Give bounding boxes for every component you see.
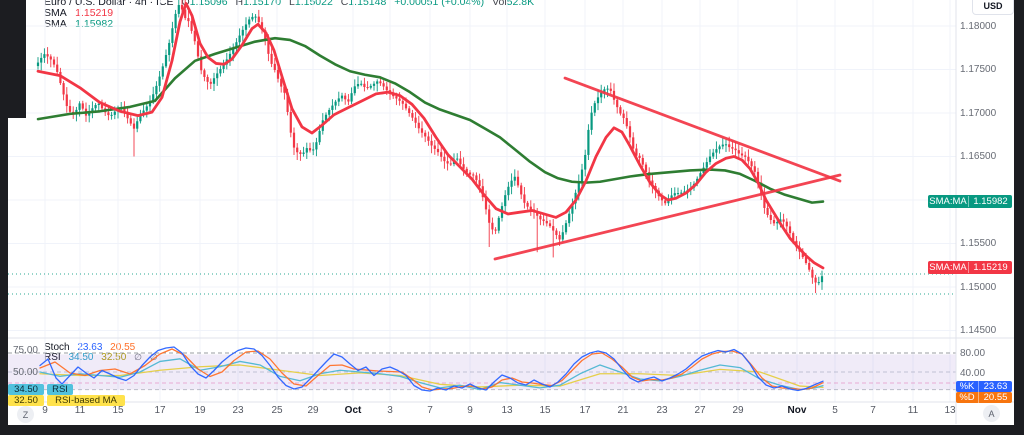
stoch-k-badge-value: 23.63: [983, 381, 1008, 392]
time-tick-label: 13: [944, 405, 956, 416]
sma-fast-price-label-tag: SMA:MA: [928, 262, 969, 274]
price-tick-label: 1.15000: [960, 281, 997, 293]
rsi-axis-badge: 34.50: [8, 384, 44, 395]
rsi-ma-axis-badge-value: 32.50: [14, 394, 38, 406]
rsi-tag-badge: RSI: [47, 384, 73, 395]
time-tick-label: 9: [42, 405, 48, 416]
time-tick-label: 21: [617, 405, 629, 416]
time-tick-label: 13: [501, 405, 513, 416]
stoch-d-badge-label: %D: [956, 392, 979, 403]
time-tick-label: 15: [112, 405, 124, 416]
sma-fast-legend-row[interactable]: SMA 1.15219: [44, 8, 534, 19]
currency-badge[interactable]: USD: [972, 0, 1014, 15]
price-tick-label: 1.14500: [960, 325, 997, 336]
oscillator-right-tick-label: 80.00: [960, 347, 986, 359]
window-frame-right: [1014, 0, 1024, 435]
time-tick-label: 29: [732, 405, 744, 416]
volume-value: 52.8K: [506, 0, 535, 8]
time-tick-label: 9: [467, 405, 473, 416]
stoch-title[interactable]: Stoch: [44, 342, 70, 353]
time-tick-label: 27: [694, 405, 706, 416]
sma-slow-value: 1.15982: [75, 18, 114, 30]
sma-fast-label: SMA: [44, 7, 67, 19]
window-frame-left-top: [0, 0, 26, 118]
stoch-d-axis-badge: %D 20.55: [956, 392, 1012, 403]
hide-indicator-icon[interactable]: ∅: [149, 352, 158, 362]
sma-fast-price-label: SMA:MA 1.15219: [928, 261, 1012, 275]
time-tick-label: 11: [74, 405, 86, 416]
sma-slow-legend-row[interactable]: SMA 1.15982: [44, 19, 534, 30]
rsi-tag-badge-label: RSI: [52, 384, 68, 395]
symbol-title[interactable]: Euro / U.S. Dollar · 4h · ICE: [44, 0, 174, 8]
stoch-k-value: 23.63: [77, 342, 103, 353]
stoch-legend-row: Stoch 23.63 20.55: [44, 342, 135, 353]
oscillator-left-tick-label: 75.00: [12, 344, 38, 356]
low-value: 1.15022: [294, 0, 333, 8]
sma-slow-price-label-tag: SMA:MA: [928, 196, 969, 208]
stoch-d-badge-value: 20.55: [983, 392, 1008, 403]
time-tick-label: 15: [539, 405, 551, 416]
timezone-button-label: Z: [22, 409, 29, 420]
time-tick-label: 7: [870, 405, 876, 416]
auto-scale-button-label: A: [988, 408, 995, 419]
rsi-legend-row: RSI 34.50 32.50 ∅ ∅: [44, 352, 158, 363]
sma-fast-value: 1.15219: [75, 7, 114, 19]
open-value: 1.15096: [189, 0, 228, 8]
currency-label: USD: [983, 0, 1003, 11]
price-tick-label: 1.18000: [960, 20, 997, 32]
hide-indicator-icon[interactable]: ∅: [134, 352, 142, 362]
auto-scale-button[interactable]: A: [983, 405, 1000, 422]
low-label: L: [289, 0, 295, 8]
oscillator-left-tick-label: 50.00: [12, 366, 38, 378]
sma-slow-price-label-value: 1.15982: [973, 196, 1008, 208]
time-tick-label: 25: [271, 405, 283, 416]
time-tick-label: 17: [154, 405, 166, 416]
time-tick-label: 29: [307, 405, 319, 416]
stoch-d-value: 20.55: [110, 342, 136, 353]
window-frame-left: [0, 0, 8, 435]
rsi-title[interactable]: RSI: [44, 352, 61, 363]
oscillator-right-tick-label: 40.00: [960, 367, 986, 379]
rsi-ma-tag-badge-label: RSI-based MA: [55, 394, 117, 406]
time-tick-label: 23: [656, 405, 668, 416]
price-tick-label: 1.16500: [960, 151, 997, 162]
close-label: C: [340, 0, 349, 8]
time-tick-label: Oct: [344, 405, 362, 416]
chart-legend: Euro / U.S. Dollar · 4h · ICE O1.15096 H…: [44, 0, 534, 30]
rsi-value: 34.50: [68, 352, 94, 363]
sma-fast-price-label-value: 1.15219: [973, 262, 1008, 274]
time-tick-label: Nov: [787, 405, 807, 416]
price-tick-label: 1.15500: [960, 238, 997, 249]
rsi-ma-value: 32.50: [101, 352, 127, 363]
time-tick-label: 11: [907, 405, 919, 416]
rsi-axis-badge-value: 34.50: [14, 384, 38, 395]
window-frame-bottom: [0, 425, 1024, 435]
high-value: 1.15170: [243, 0, 282, 8]
stoch-k-axis-badge: %K 23.63: [956, 381, 1012, 392]
time-tick-label: 3: [387, 405, 393, 416]
time-tick-label: 23: [232, 405, 244, 416]
change-value: +0.00051 (+0.04%): [394, 0, 485, 8]
price-tick-label: 1.17000: [960, 107, 997, 119]
rsi-ma-axis-badge: 32.50: [8, 394, 44, 406]
rsi-ma-tag-badge: RSI-based MA: [47, 394, 125, 406]
time-tick-label: 5: [832, 405, 838, 416]
time-tick-label: 17: [579, 405, 591, 416]
price-tick-label: 1.17500: [960, 64, 997, 75]
time-tick-label: 19: [194, 405, 206, 416]
sma-slow-label: SMA: [44, 18, 67, 30]
time-tick-label: 7: [427, 405, 433, 416]
sma-slow-price-label: SMA:MA 1.15982: [928, 195, 1012, 209]
volume-label: Vol: [492, 0, 507, 8]
high-label: H: [235, 0, 244, 8]
timezone-button[interactable]: Z: [17, 406, 34, 423]
stoch-k-badge-label: %K: [956, 381, 979, 392]
close-value: 1.15148: [348, 0, 387, 8]
